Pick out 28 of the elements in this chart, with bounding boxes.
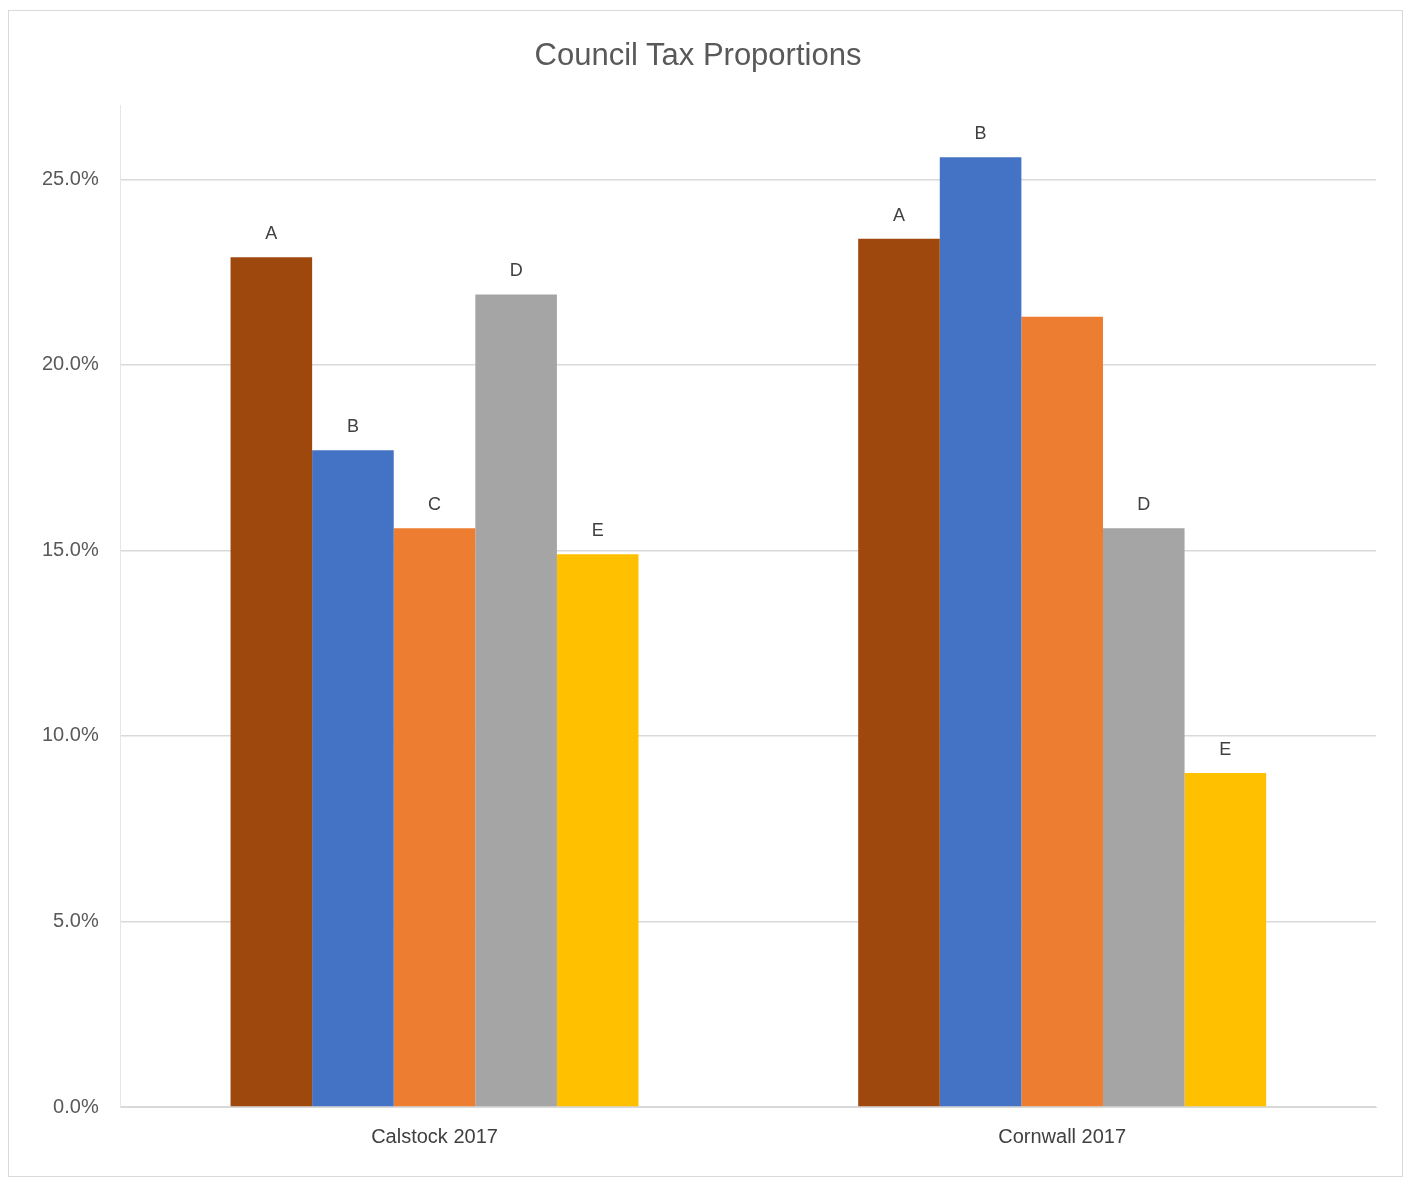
y-tick-label: 5.0% (53, 909, 99, 931)
y-tick-label: 25.0% (41, 166, 99, 189)
x-tick-label: Calstock 2017 (371, 1124, 498, 1147)
data-label: E (591, 520, 604, 541)
data-label: C (428, 494, 442, 515)
x-tick-label: Cornwall 2017 (998, 1124, 1127, 1147)
bar (230, 257, 313, 1107)
data-label: B (346, 416, 359, 437)
chart-title: Council Tax Proportions (534, 37, 862, 73)
data-label: D (509, 260, 523, 281)
data-label: E (1219, 739, 1232, 760)
data-label: B (974, 123, 987, 144)
y-tick-label: 10.0% (41, 723, 99, 746)
bar (858, 238, 940, 1107)
bar (556, 554, 639, 1107)
bar (393, 528, 476, 1107)
bar (312, 450, 394, 1107)
bar (1184, 773, 1267, 1107)
data-label: A (265, 223, 278, 244)
data-label: A (892, 204, 905, 225)
y-tick-label: 0.0% (53, 1094, 99, 1117)
bar (1102, 528, 1185, 1107)
bar (1021, 316, 1103, 1107)
data-label: D (1137, 494, 1151, 515)
bar (939, 157, 1022, 1107)
y-tick-label: 20.0% (41, 352, 99, 375)
y-tick-label: 15.0% (41, 537, 99, 560)
bar (475, 294, 557, 1107)
